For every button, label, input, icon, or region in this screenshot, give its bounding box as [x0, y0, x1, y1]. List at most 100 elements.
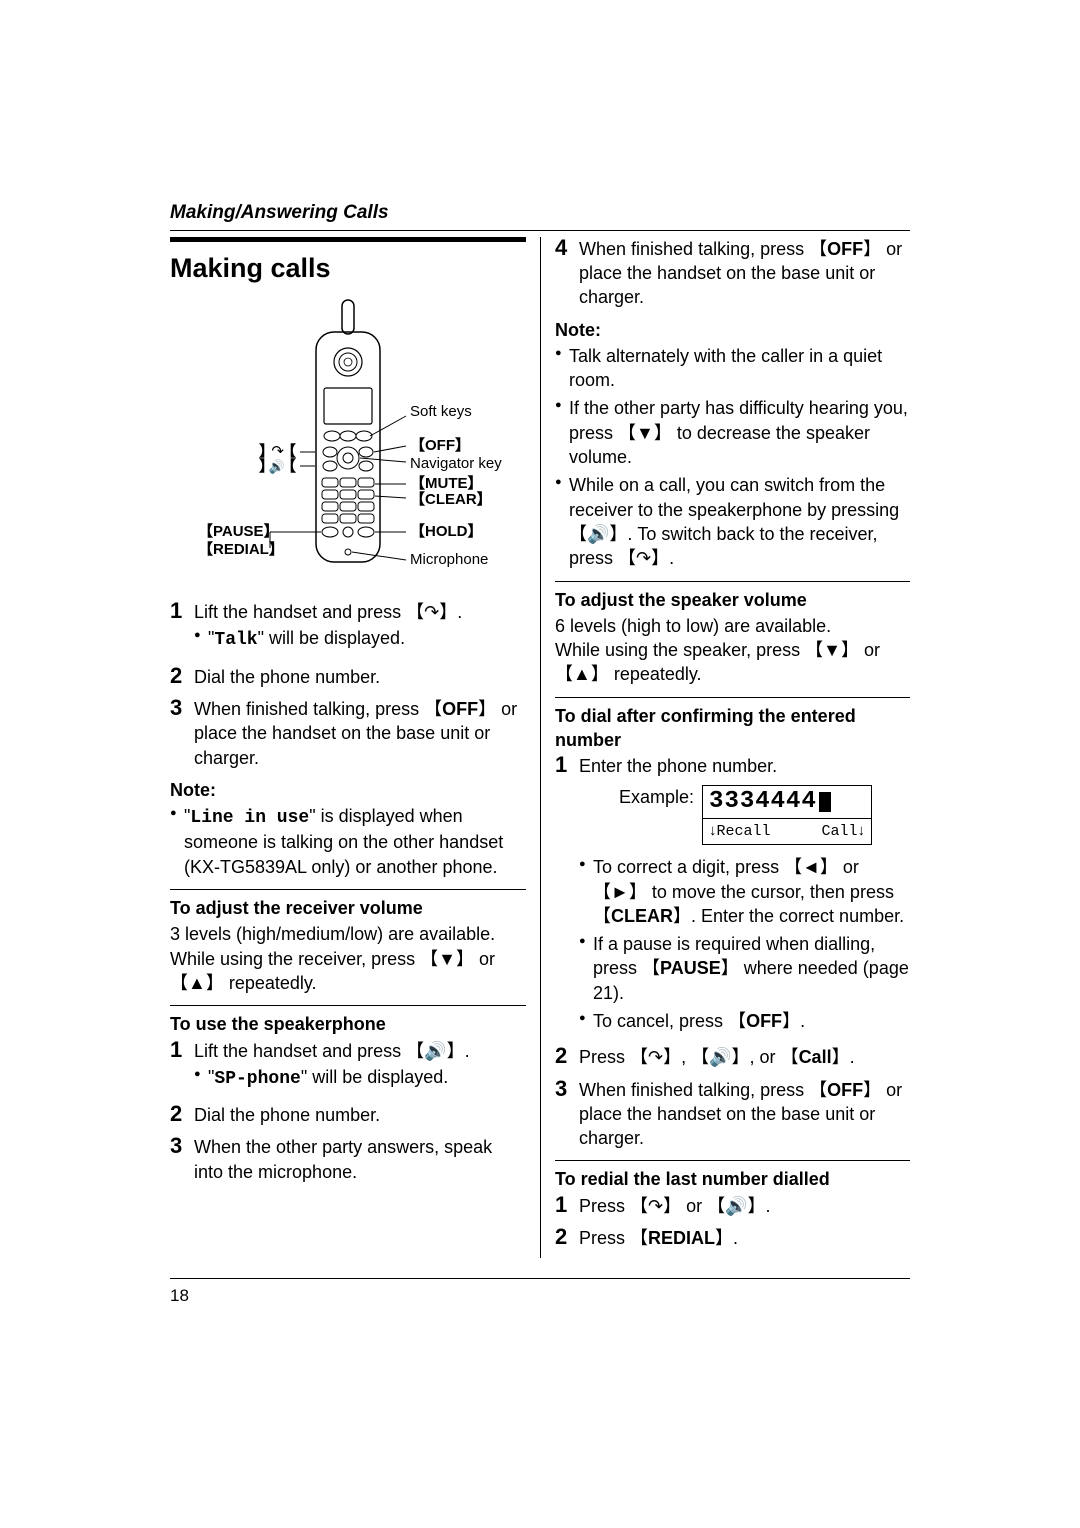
off-key: OFF: [809, 1080, 881, 1100]
svg-text:【PAUSE】: 【PAUSE】: [198, 522, 279, 540]
note-item: To correct a digit, press ◄ or ► to move…: [579, 855, 910, 928]
step-tail: .: [457, 602, 462, 622]
speaker-icon: 🔊: [406, 1041, 464, 1061]
svg-text:Navigator key: Navigator key: [410, 455, 502, 472]
lcd-softkey-right: Call: [822, 823, 858, 840]
note-item: Talk alternately with the caller in a qu…: [555, 344, 910, 393]
body-text: While using the speaker, press ▼ or ▲ re…: [555, 638, 910, 687]
step-1: 1 Enter the phone number. Example: 33344…: [555, 754, 910, 1037]
speaker-icon: 🔊: [691, 1047, 749, 1067]
down-icon: ↓: [709, 822, 717, 839]
content-columns: Making calls: [170, 237, 910, 1259]
divider: [170, 889, 526, 890]
pause-key: PAUSE: [642, 958, 739, 978]
svg-text:【OFF】: 【OFF】: [410, 436, 470, 454]
note-list: Talk alternately with the caller in a qu…: [555, 344, 910, 571]
up-icon: ▲: [170, 973, 224, 993]
section-header: Making/Answering Calls: [170, 200, 910, 231]
body-text: 6 levels (high to low) are available.: [555, 614, 910, 638]
body-text: 3 levels (high/medium/low) are available…: [170, 922, 526, 946]
redial-steps: 1 Press ↷ or 🔊. 2 Press REDIAL.: [555, 1194, 910, 1251]
body-text: While using the receiver, press ▼ or ▲ r…: [170, 947, 526, 996]
speaker-volume-heading: To adjust the speaker volume: [555, 588, 910, 612]
step-text: When finished talking, press: [194, 699, 424, 719]
page-footer: 18: [170, 1278, 910, 1308]
note-item: To cancel, press OFF.: [579, 1009, 910, 1033]
talk-icon: ↷: [630, 1047, 681, 1067]
divider: [555, 1160, 910, 1161]
speakerphone-heading: To use the speakerphone: [170, 1012, 526, 1036]
step-text: Dial the phone number.: [194, 665, 526, 689]
sub-bullet: "Talk" will be displayed.: [194, 626, 526, 652]
step-1: 1 Lift the handset and press ↷. "Talk" w…: [170, 600, 526, 657]
step-1: 1 Press ↷ or 🔊.: [555, 1194, 910, 1218]
right-column: 4 When finished talking, press OFF or pl…: [540, 237, 910, 1259]
step-number: 1: [555, 1194, 571, 1218]
step-number: 2: [170, 1103, 186, 1127]
cursor-icon: [819, 792, 831, 812]
page-number: 18: [170, 1286, 189, 1305]
step-2: 2 Dial the phone number.: [170, 665, 526, 689]
speakerphone-steps: 1 Lift the handset and press 🔊. "SP-phon…: [170, 1039, 526, 1184]
left-icon: ◄: [784, 857, 838, 877]
step-number: 4: [555, 237, 571, 310]
step-number: 3: [555, 1078, 571, 1151]
call-key: Call: [781, 1047, 850, 1067]
divider: [170, 1005, 526, 1006]
lcd-display: 3334444 ↓Recall Call↓: [702, 785, 872, 846]
talk-icon: ↷: [630, 1196, 681, 1216]
down-icon: ↓: [858, 822, 866, 839]
step-text: Dial the phone number.: [194, 1103, 526, 1127]
step-number: 1: [170, 1039, 186, 1096]
talk-icon: ↷: [618, 548, 669, 568]
step-3: 3 When finished talking, press OFF or pl…: [170, 697, 526, 770]
step-text: Enter the phone number.: [579, 754, 910, 778]
receiver-volume-heading: To adjust the receiver volume: [170, 896, 526, 920]
divider: [555, 697, 910, 698]
clear-key: CLEAR: [593, 906, 691, 926]
step-3: 3 When finished talking, press OFF or pl…: [555, 1078, 910, 1151]
right-icon: ►: [593, 882, 647, 902]
step-number: 1: [555, 754, 571, 1037]
page-title: Making calls: [170, 250, 526, 286]
handset-diagram: 【 ↷ 】 【 🔊 】 【PAUSE】 【REDIAL】 Soft keys 【…: [170, 296, 526, 586]
note-item: While on a call, you can switch from the…: [555, 473, 910, 570]
lcd-softkey-left: Recall: [717, 823, 771, 840]
step-number: 3: [170, 697, 186, 770]
note-item: If a pause is required when dialling, pr…: [579, 932, 910, 1005]
note-heading: Note:: [170, 778, 526, 802]
note-list: "Line in use" is displayed when someone …: [170, 804, 526, 879]
speaker-icon: 🔊: [707, 1196, 765, 1216]
step-number: 2: [555, 1226, 571, 1250]
step-number: 3: [170, 1135, 186, 1184]
dial-confirm-heading: To dial after confirming the entered num…: [555, 704, 910, 753]
example-block: Example: 3334444 ↓Recall Call↓: [619, 785, 910, 846]
svg-text:【MUTE】: 【MUTE】: [410, 474, 483, 492]
down-icon: ▼: [420, 949, 474, 969]
svg-text:Soft keys: Soft keys: [410, 403, 472, 420]
step-2: 2 Dial the phone number.: [170, 1103, 526, 1127]
step-number: 1: [170, 600, 186, 657]
speaker-icon: 🔊: [569, 524, 627, 544]
down-icon: ▼: [805, 640, 859, 660]
step-text: Lift the handset and press: [194, 602, 406, 622]
redial-heading: To redial the last number dialled: [555, 1167, 910, 1191]
off-key: OFF: [809, 239, 881, 259]
svg-text:【HOLD】: 【HOLD】: [410, 522, 483, 540]
off-key: OFF: [728, 1011, 800, 1031]
svg-text:【CLEAR】: 【CLEAR】: [410, 490, 492, 508]
step-2: 2 Press REDIAL.: [555, 1226, 910, 1250]
step-2: 2 Press ↷, 🔊, or Call.: [555, 1045, 910, 1069]
lcd-number: 3334444: [709, 786, 817, 818]
note-item: If the other party has difficulty hearin…: [555, 396, 910, 469]
step-4: 4 When finished talking, press OFF or pl…: [555, 237, 910, 310]
step-text: When the other party answers, speak into…: [194, 1135, 526, 1184]
svg-text:Microphone: Microphone: [410, 551, 488, 568]
example-label: Example:: [619, 785, 694, 809]
divider: [555, 581, 910, 582]
step-3: 3 When the other party answers, speak in…: [170, 1135, 526, 1184]
dial-confirm-steps: 1 Enter the phone number. Example: 33344…: [555, 754, 910, 1150]
svg-text:【REDIAL】: 【REDIAL】: [198, 540, 284, 558]
title-rule: [170, 237, 526, 242]
sub-bullet: "SP-phone" will be displayed.: [194, 1065, 526, 1091]
